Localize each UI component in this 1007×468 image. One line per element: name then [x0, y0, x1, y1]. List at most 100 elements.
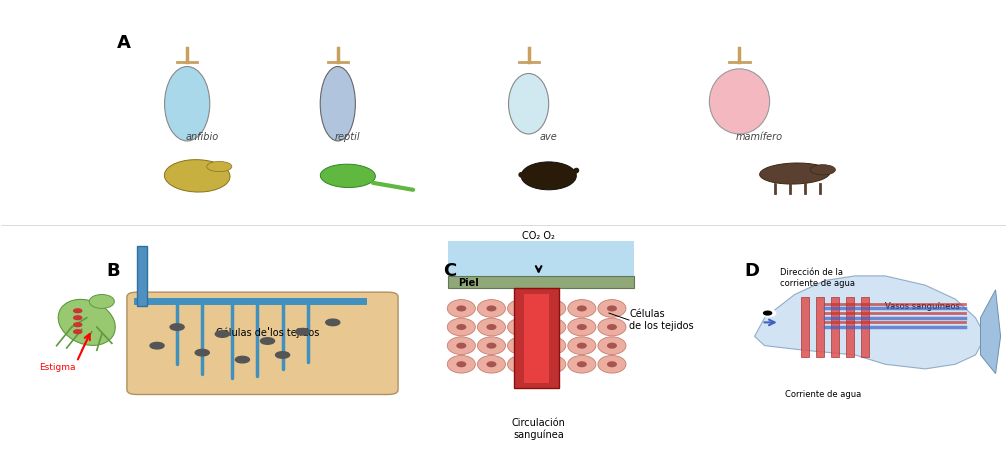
Text: Estigma: Estigma — [39, 363, 77, 373]
Text: CO₂ O₂: CO₂ O₂ — [523, 231, 555, 241]
Ellipse shape — [517, 306, 527, 312]
Ellipse shape — [598, 355, 626, 373]
Ellipse shape — [607, 343, 617, 349]
Ellipse shape — [320, 164, 376, 188]
Bar — [816, 297, 824, 357]
Ellipse shape — [486, 343, 496, 349]
Ellipse shape — [759, 163, 830, 184]
Text: B: B — [107, 262, 121, 280]
Ellipse shape — [568, 337, 596, 354]
FancyBboxPatch shape — [127, 292, 398, 395]
Text: D: D — [744, 262, 759, 280]
Ellipse shape — [538, 300, 566, 317]
Circle shape — [74, 330, 82, 334]
Ellipse shape — [486, 324, 496, 330]
Circle shape — [195, 350, 209, 356]
Circle shape — [74, 309, 82, 313]
Ellipse shape — [320, 66, 355, 141]
Ellipse shape — [164, 66, 209, 141]
Bar — [861, 297, 869, 357]
Ellipse shape — [598, 337, 626, 354]
Ellipse shape — [477, 300, 506, 317]
Polygon shape — [754, 276, 986, 369]
Ellipse shape — [568, 300, 596, 317]
Ellipse shape — [568, 355, 596, 373]
Ellipse shape — [456, 306, 466, 312]
Ellipse shape — [538, 337, 566, 354]
Bar — [846, 297, 854, 357]
Ellipse shape — [598, 300, 626, 317]
Ellipse shape — [811, 165, 836, 175]
Text: Vasos sanguíneos: Vasos sanguíneos — [885, 301, 960, 311]
Ellipse shape — [607, 361, 617, 367]
Text: C: C — [443, 262, 456, 280]
Ellipse shape — [508, 300, 536, 317]
Ellipse shape — [447, 355, 475, 373]
Bar — [448, 241, 634, 278]
Ellipse shape — [456, 361, 466, 367]
Ellipse shape — [709, 69, 769, 134]
Ellipse shape — [447, 337, 475, 354]
Ellipse shape — [456, 324, 466, 330]
Circle shape — [276, 351, 290, 358]
Ellipse shape — [486, 306, 496, 312]
Circle shape — [261, 338, 275, 344]
Circle shape — [215, 331, 230, 337]
Circle shape — [325, 319, 339, 326]
Circle shape — [759, 309, 775, 317]
Text: ave: ave — [540, 132, 558, 142]
Ellipse shape — [577, 306, 587, 312]
Circle shape — [74, 316, 82, 320]
Ellipse shape — [577, 324, 587, 330]
Ellipse shape — [547, 361, 557, 367]
Text: Células de los tejidos: Células de los tejidos — [215, 327, 319, 337]
Polygon shape — [981, 290, 1001, 373]
Ellipse shape — [547, 306, 557, 312]
Ellipse shape — [509, 73, 549, 134]
Ellipse shape — [477, 337, 506, 354]
Text: reptil: reptil — [335, 132, 361, 142]
Ellipse shape — [517, 343, 527, 349]
Text: A: A — [117, 34, 131, 52]
Ellipse shape — [577, 361, 587, 367]
Bar — [801, 297, 809, 357]
Ellipse shape — [90, 294, 115, 308]
Bar — [524, 294, 549, 383]
Text: Circulación
sanguínea: Circulación sanguínea — [512, 418, 566, 440]
Ellipse shape — [577, 343, 587, 349]
Ellipse shape — [456, 343, 466, 349]
Text: mamífero: mamífero — [736, 132, 783, 142]
Ellipse shape — [568, 318, 596, 336]
Ellipse shape — [547, 343, 557, 349]
Circle shape — [296, 329, 310, 335]
Ellipse shape — [538, 355, 566, 373]
Text: anfibio: anfibio — [185, 132, 219, 142]
Ellipse shape — [508, 318, 536, 336]
Text: Células
de los tejidos: Células de los tejidos — [629, 309, 694, 331]
Ellipse shape — [598, 318, 626, 336]
Ellipse shape — [517, 361, 527, 367]
Circle shape — [74, 323, 82, 327]
Ellipse shape — [447, 318, 475, 336]
Text: Piel: Piel — [458, 278, 479, 288]
Ellipse shape — [164, 160, 230, 192]
Ellipse shape — [508, 355, 536, 373]
Bar — [448, 276, 634, 287]
Ellipse shape — [547, 324, 557, 330]
Ellipse shape — [521, 162, 576, 190]
Ellipse shape — [58, 300, 116, 345]
Ellipse shape — [477, 355, 506, 373]
Ellipse shape — [447, 300, 475, 317]
Text: Dirección de la
corriente de agua: Dirección de la corriente de agua — [779, 269, 855, 288]
Bar — [137, 246, 147, 306]
Ellipse shape — [477, 318, 506, 336]
Ellipse shape — [607, 324, 617, 330]
Ellipse shape — [538, 318, 566, 336]
Ellipse shape — [508, 337, 536, 354]
FancyArrowPatch shape — [521, 170, 577, 180]
Circle shape — [763, 311, 771, 315]
Ellipse shape — [607, 306, 617, 312]
Bar — [831, 297, 839, 357]
Ellipse shape — [486, 361, 496, 367]
Ellipse shape — [206, 161, 232, 172]
